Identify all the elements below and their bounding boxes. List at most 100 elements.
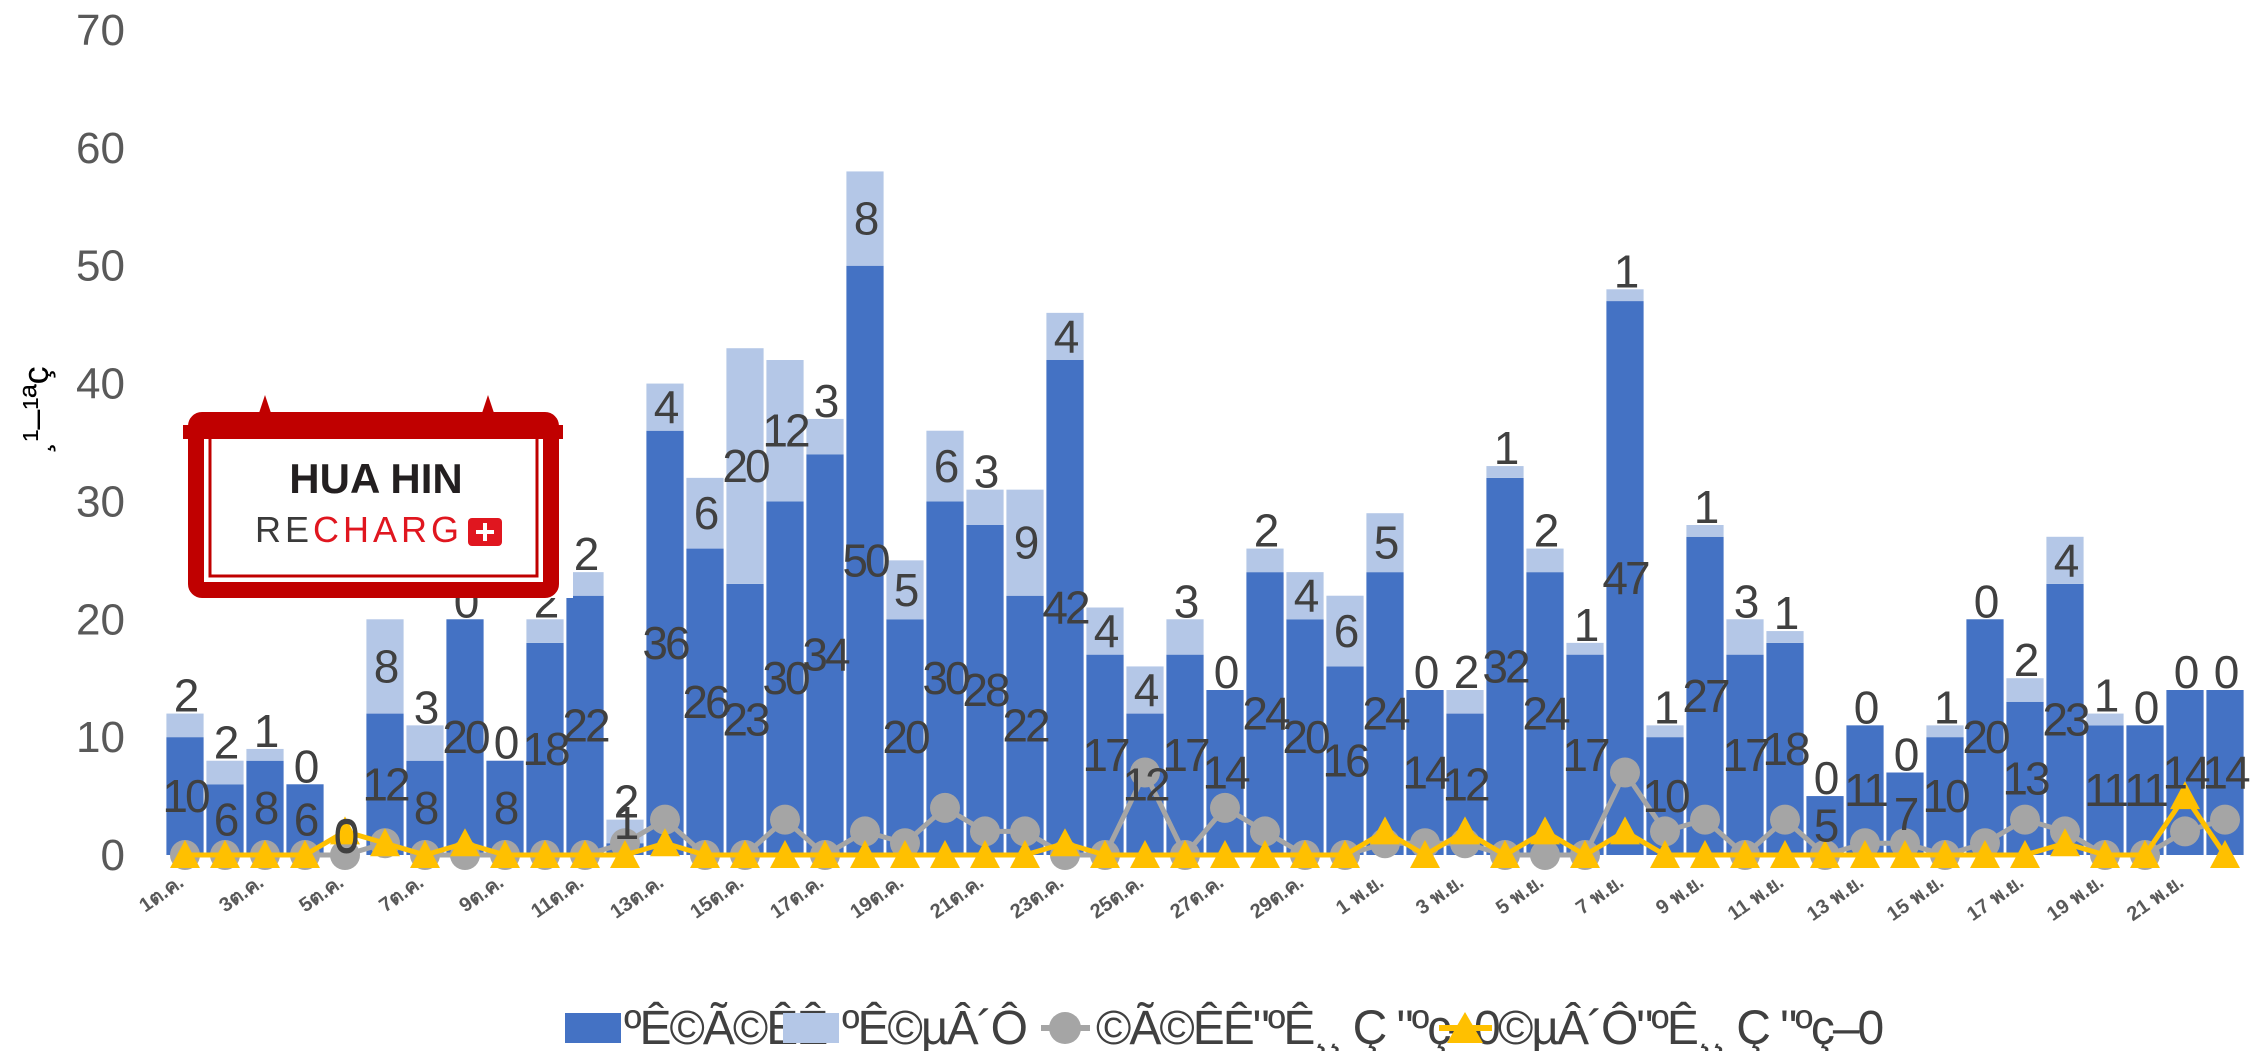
data-label-series-1: 24 <box>1522 688 1570 740</box>
point-series-4 <box>450 828 480 857</box>
data-label-series-2: 1 <box>1494 422 1518 474</box>
x-tick-label: 23ต.ค. <box>1006 871 1068 923</box>
point-series-4 <box>930 840 960 868</box>
point-series-3 <box>1610 757 1640 788</box>
point-series-4 <box>1130 840 1160 868</box>
bar-series-2 <box>1486 466 1524 478</box>
point-series-3 <box>1650 816 1680 847</box>
point-series-4 <box>1810 840 1840 868</box>
bar-series-2 <box>206 760 244 785</box>
bar-series-1 <box>2046 583 2084 855</box>
data-label-series-2: 2 <box>574 528 598 580</box>
bar-series-2 <box>1686 525 1724 537</box>
data-label-series-2: 0 <box>1814 752 1838 804</box>
y-tick-label: 70 <box>76 6 125 55</box>
point-series-4 <box>1770 840 1800 868</box>
x-tick-label: 11 พ.ย. <box>1724 871 1788 925</box>
x-tick-label: 5ต.ค. <box>295 871 347 917</box>
point-series-4 <box>1650 840 1680 868</box>
bar-series-2 <box>646 383 684 431</box>
data-label-series-2: 0 <box>294 740 318 792</box>
data-label-series-2: 4 <box>654 381 679 433</box>
point-series-3 <box>1690 804 1720 835</box>
bar-series-2 <box>1286 572 1324 620</box>
y-tick-label: 10 <box>76 713 125 762</box>
point-series-3 <box>650 804 680 835</box>
bar-series-1 <box>726 583 764 855</box>
point-series-4 <box>1010 840 1040 868</box>
point-series-4 <box>1610 816 1640 845</box>
x-tick-label: 19ต.ค. <box>846 871 908 923</box>
point-series-4 <box>610 840 640 868</box>
bar-series-1 <box>1566 654 1604 855</box>
point-series-4 <box>1890 840 1920 868</box>
data-label-series-1: 6 <box>294 794 318 846</box>
data-label-series-2: 9 <box>1014 517 1038 569</box>
bar-series-1 <box>1726 654 1764 855</box>
data-label-series-2: 3 <box>974 446 998 498</box>
bar-series-1 <box>1006 595 1044 855</box>
bar-series-1 <box>1326 666 1364 855</box>
x-tick-label: 21 พ.ย. <box>2123 871 2188 926</box>
data-label-series-2: 5 <box>894 564 918 616</box>
data-label-series-1: 18 <box>522 723 569 775</box>
x-tick-label: 7ต.ค. <box>375 871 427 917</box>
y-axis-title: ¸¹–¹ªç <box>15 366 56 453</box>
point-series-4 <box>330 816 360 845</box>
bar-series-1 <box>1366 572 1404 855</box>
point-series-4 <box>1450 816 1480 845</box>
y-tick-label: 20 <box>76 595 125 644</box>
bar-series-1 <box>1686 536 1724 855</box>
data-label-series-2: 3 <box>1174 575 1198 627</box>
point-series-4 <box>1930 840 1960 868</box>
point-series-4 <box>1690 840 1720 868</box>
data-label-series-2: 12 <box>762 405 809 457</box>
point-series-4 <box>850 840 880 868</box>
data-label-series-1: 42 <box>1042 582 1089 634</box>
data-label-series-2: 4 <box>1094 605 1119 657</box>
point-series-4 <box>210 840 240 868</box>
bar-series-2 <box>1726 619 1764 655</box>
data-label-series-2: 1 <box>2094 670 2118 722</box>
point-series-4 <box>170 840 200 868</box>
point-series-3 <box>1770 804 1800 835</box>
data-label-series-1: 10 <box>1922 770 1969 822</box>
bar-series-1 <box>1206 690 1244 855</box>
data-label-series-1: 22 <box>1002 699 1049 751</box>
data-label-series-2: 1 <box>1654 681 1678 733</box>
point-series-4 <box>890 840 920 868</box>
point-series-4 <box>2170 781 2200 810</box>
x-tick-label: 15 พ.ย. <box>1883 871 1948 926</box>
x-tick-label: 13ต.ค. <box>606 871 668 923</box>
data-label-series-1: 17 <box>1082 729 1129 781</box>
data-label-series-2: 1 <box>1694 481 1718 533</box>
point-series-4 <box>2210 840 2240 868</box>
point-series-4 <box>2090 840 2120 868</box>
data-label-series-2: 0 <box>2214 646 2238 698</box>
bar-series-1 <box>966 525 1004 855</box>
bar-series-2 <box>166 713 204 738</box>
legend-label-series-4: ©µÂ´Ô"ºÊ¸¸ Ç "ºç–0 <box>1498 1001 1883 1051</box>
line-series-4 <box>185 791 2228 858</box>
bar-series-1 <box>1406 690 1444 855</box>
point-series-4 <box>1210 840 1240 868</box>
data-label-series-1: 20 <box>1962 711 2009 763</box>
point-series-4 <box>1490 840 1520 868</box>
bar-series-2 <box>806 418 844 455</box>
data-label-series-2: 1 <box>254 705 278 757</box>
bar-series-2 <box>966 489 1004 525</box>
x-tick-label: 3ต.ค. <box>215 871 267 917</box>
point-series-3 <box>1250 816 1280 847</box>
point-series-4 <box>1410 840 1440 868</box>
bar-series-1 <box>1966 619 2004 855</box>
data-label-series-2: 2 <box>174 670 198 722</box>
data-label-series-2: 0 <box>1414 646 1438 698</box>
data-label-series-2: 0 <box>494 717 518 769</box>
point-series-4 <box>2010 840 2040 868</box>
data-label-series-2: 4 <box>1294 570 1319 622</box>
data-label-series-1: 12 <box>1122 758 1169 810</box>
data-label-series-1: 12 <box>1442 758 1489 810</box>
data-label-series-2: 0 <box>334 811 358 863</box>
y-tick-label: 50 <box>76 242 125 291</box>
